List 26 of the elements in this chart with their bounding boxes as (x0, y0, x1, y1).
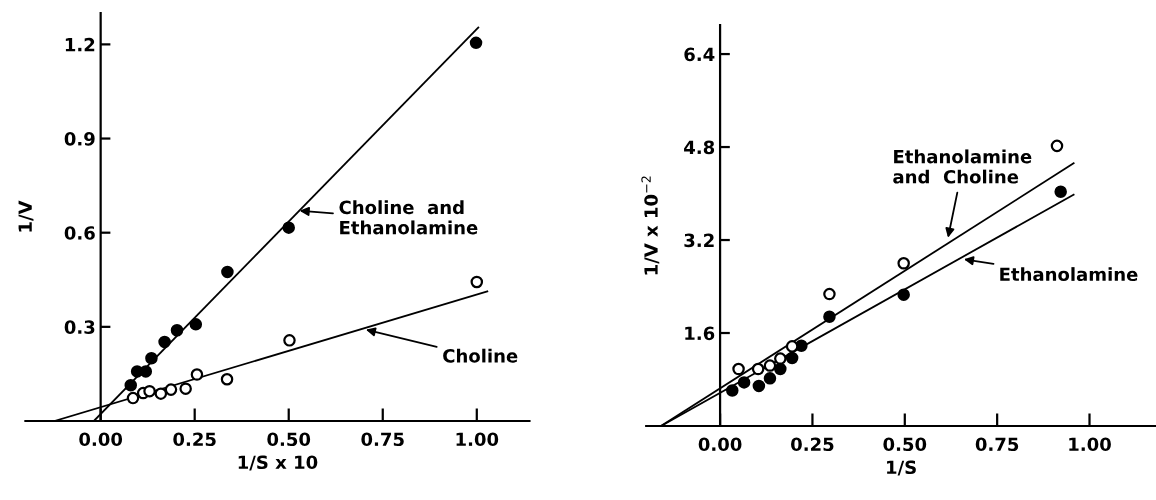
annotation: Choline and Ethanolamine (339, 200, 478, 235)
y-tick-label: 0.9 (64, 132, 95, 146)
y-tick-label: 3.2 (684, 233, 714, 248)
x-tick-label: 0.00 (698, 437, 742, 452)
y-tick-label: 1.6 (685, 326, 715, 341)
x-axis-title: 1/S x 10 (238, 455, 318, 471)
x-tick-label: 0.50 (267, 432, 311, 447)
annotation: Ethanolamine and Choline (893, 149, 1032, 184)
x-tick-label: 0.75 (361, 432, 404, 447)
x-tick-label: 0.25 (791, 437, 834, 452)
x-tick-label: 0.75 (975, 437, 1019, 452)
x-tick-label: 0.25 (173, 432, 216, 447)
y-tick-label: 6.4 (684, 47, 715, 62)
x-tick-label: 1.00 (456, 432, 499, 447)
x-axis-title: 1/S (887, 460, 916, 476)
y-tick-label: 0.3 (64, 320, 95, 334)
x-tick-label: 1.00 (1069, 437, 1111, 452)
y-tick-label: 4.8 (684, 140, 715, 155)
y-tick-label: 0.6 (64, 226, 95, 240)
annotation: Ethanolamine (1000, 267, 1138, 282)
x-tick-label: 0.50 (883, 437, 927, 452)
y-axis-title: 1/V x 10$^{−2}$ (641, 176, 660, 275)
y-tick-label: 1.2 (65, 37, 95, 52)
y-axis-title: 1/V (18, 200, 34, 232)
annotation: Choline (443, 348, 518, 363)
x-tick-label: 0.00 (79, 432, 123, 447)
